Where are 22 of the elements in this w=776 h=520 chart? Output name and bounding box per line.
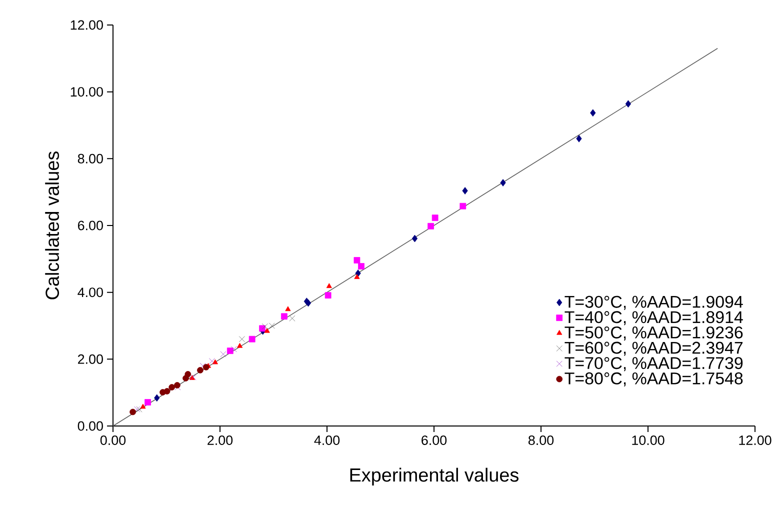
y-tick-label: 4.00 [78,288,103,298]
x-tick-label: 12.00 [739,436,772,446]
x-tick-label: 8.00 [528,436,554,446]
y-tick-label: 12.00 [70,20,103,30]
x-axis-title: Experimental values [350,468,518,486]
y-tick-label: 0.00 [78,421,103,431]
y-tick-label: 2.00 [78,354,103,364]
x-tick-label: 10.00 [632,436,664,446]
x-tick-label: 2.00 [208,436,233,446]
x-tick-label: 0.00 [100,436,126,446]
legend-label: T=50°C, %AAD=1.9236 [564,326,743,340]
y-axis-title: Calculated values [45,152,60,300]
legend-label: T=40°C, %AAD=1.8914 [564,311,743,326]
y-tick-label: 8.00 [78,154,103,164]
x-tick-label: 6.00 [422,436,447,446]
legend-label: T=30°C, %AAD=1.9094 [564,296,743,310]
legend-label: T=60°C, %AAD=2.3947 [564,342,743,356]
y-tick-label: 6.00 [78,220,103,230]
y-tick-label: 10.00 [70,87,103,97]
x-tick-label: 4.00 [314,436,340,446]
legend-label: T=70°C, %AAD=1.7739 [564,357,743,372]
legend-label: T=80°C, %AAD=1.7548 [564,372,743,386]
